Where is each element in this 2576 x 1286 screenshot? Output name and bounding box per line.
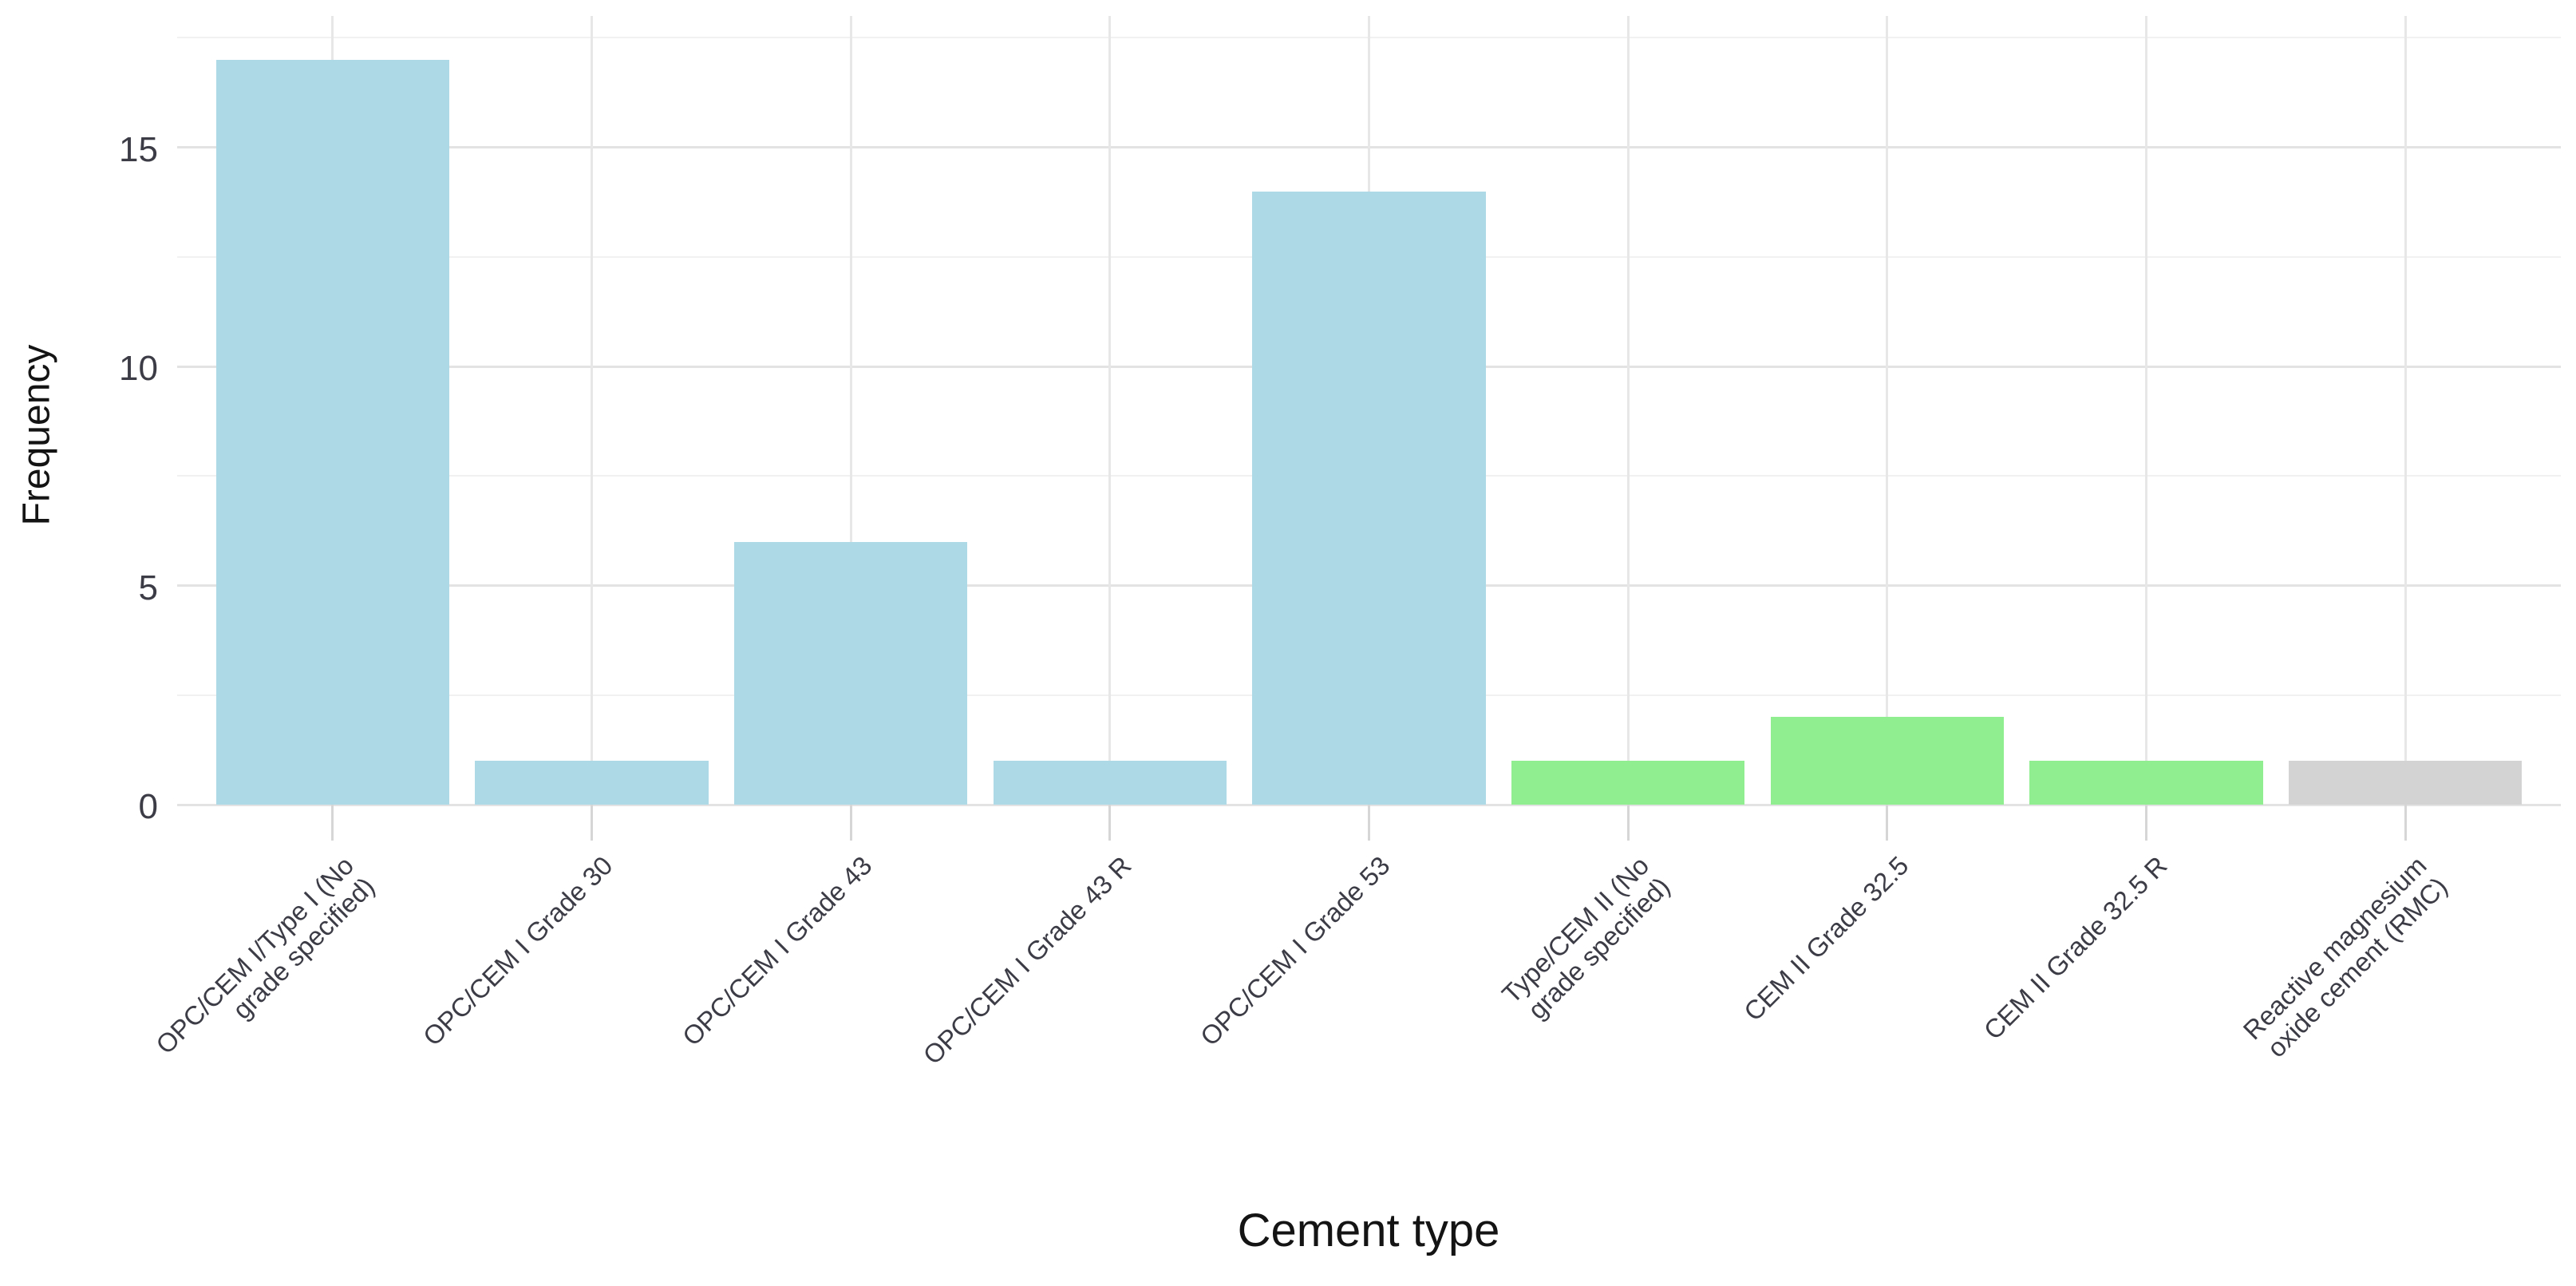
x-tick-mark	[1368, 805, 1370, 841]
x-tick-label: OPC/CEM I Grade 53	[1195, 850, 1396, 1052]
v-gridline	[590, 16, 593, 805]
x-tick-mark	[1886, 805, 1889, 841]
x-axis-title: Cement type	[1237, 1205, 1500, 1256]
y-tick-label: 0	[138, 787, 158, 826]
x-tick-label: OPC/CEM I/Type I (No grade specified)	[150, 850, 381, 1060]
x-tick-mark	[331, 805, 334, 841]
bar	[1770, 717, 2004, 805]
x-tick-label: OPC/CEM I Grade 43 R	[917, 850, 1137, 1070]
bar	[1511, 761, 1745, 805]
x-tick-mark	[849, 805, 852, 841]
x-tick-label: OPC/CEM I Grade 30	[417, 850, 618, 1052]
x-tick-mark	[590, 805, 593, 841]
x-tick-label: CEM II Grade 32.5	[1737, 850, 1914, 1027]
v-gridline	[2404, 16, 2407, 805]
y-tick-label: 5	[138, 568, 158, 607]
x-tick-mark	[2404, 805, 2407, 841]
x-tick-mark	[1626, 805, 1630, 841]
bar	[734, 541, 968, 805]
y-tick-label: 15	[119, 129, 158, 169]
x-tick-mark	[1108, 805, 1112, 841]
bar	[215, 59, 449, 805]
bar	[2289, 761, 2523, 805]
x-tick-label: OPC/CEM I Grade 43	[676, 850, 878, 1052]
plot-area: OPC/CEM I/Type I (No grade specified) OPC…	[119, 16, 2561, 1070]
v-gridline	[1886, 16, 1889, 805]
v-gridline	[2145, 16, 2148, 805]
v-gridline	[849, 16, 852, 805]
v-gridline	[1626, 16, 1630, 805]
x-tick-label: CEM II Grade 32.5 R	[1977, 850, 2173, 1046]
y-tick-label: 10	[119, 349, 158, 389]
y-axis-title: Frequency	[15, 344, 58, 526]
x-tick-label: Type/CEM II (No grade specified)	[1496, 850, 1676, 1025]
v-gridline	[1108, 16, 1112, 805]
bar	[2029, 761, 2263, 805]
bar	[993, 761, 1227, 805]
bar	[1252, 191, 1486, 805]
x-tick-label: Reactive magnesium oxide cement (RMC)	[2237, 850, 2453, 1063]
bar	[475, 761, 709, 805]
x-tick-mark	[2145, 805, 2148, 841]
